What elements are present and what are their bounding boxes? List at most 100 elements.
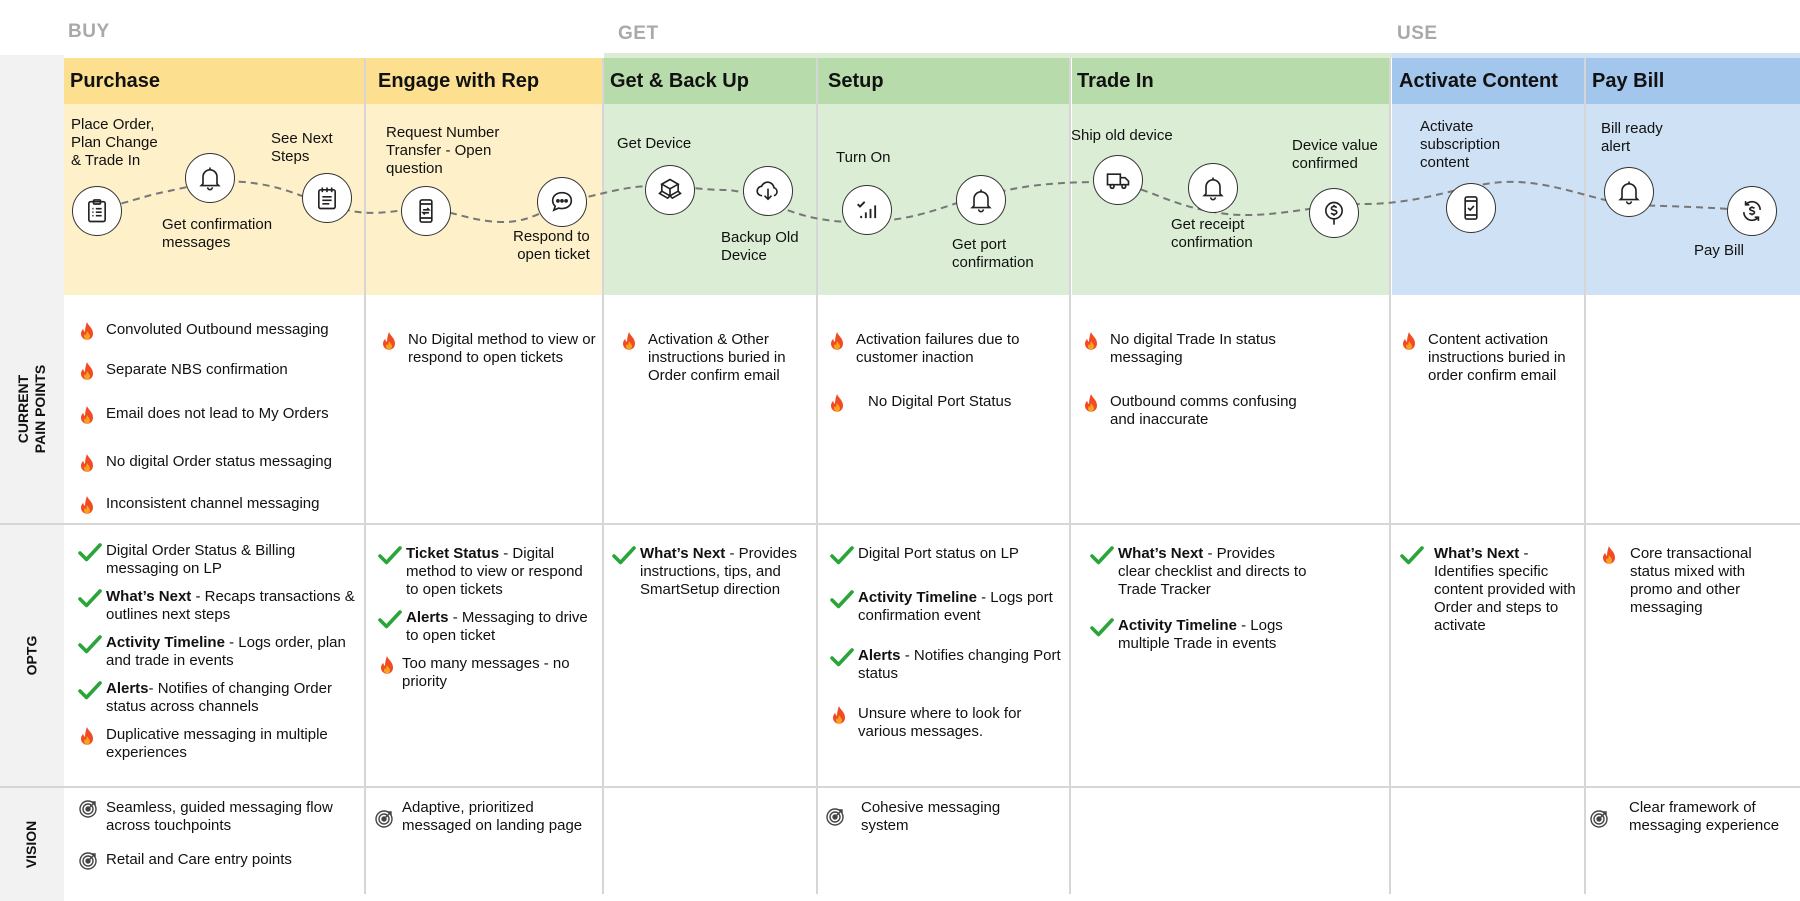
pain-item: No Digital Port Status — [828, 393, 1064, 415]
row-label-column — [0, 55, 64, 901]
open-box-icon — [645, 165, 695, 215]
pain-list-getbackup: Activation & Other instructions buried i… — [620, 331, 812, 385]
optg-item: Core transactional status mixed with pro… — [1600, 545, 1780, 617]
notepad-icon — [302, 173, 352, 223]
optg-item-text: - Recaps transactions & outlines next st… — [106, 588, 355, 623]
optg-item-text: - Provides clear checklist and directs t… — [1118, 545, 1307, 598]
row-divider — [0, 786, 1800, 788]
journey-respond-ticket: Respond to open ticket — [513, 228, 590, 263]
vision-item: Clear framework of messaging experience — [1589, 799, 1789, 835]
checkmark-icon — [830, 545, 858, 567]
pain-list-activate: Content activation instructions buried i… — [1400, 331, 1580, 385]
checkmark-icon — [830, 589, 858, 611]
vision-list-paybill: Clear framework of messaging experience — [1589, 799, 1789, 835]
use-phase-bar — [1392, 53, 1800, 58]
flame-icon — [1082, 331, 1110, 353]
journey-request-number: Request Number Transfer - Open question — [386, 124, 500, 177]
optg-item: What’s Next - Identifies specific conten… — [1400, 545, 1580, 635]
optg-item-text: - Digital method to view or respond to o… — [406, 545, 583, 598]
optg-item-bold: What’s Next — [106, 588, 192, 605]
optg-item: Alerts- Notifies of changing Order statu… — [78, 680, 360, 716]
col-divider — [364, 58, 366, 894]
optg-item-bold: What’s Next — [640, 545, 726, 562]
pain-item: No digital Trade In status messaging — [1082, 331, 1302, 367]
stage-activate: Activate Content — [1392, 58, 1584, 104]
optg-item: Duplicative messaging in multiple experi… — [78, 726, 360, 762]
row-label-pain-wrap: CURRENT PAIN POINTS — [0, 295, 64, 523]
optg-item-bold: Alerts — [106, 680, 149, 697]
optg-item-bold: Activity Timeline — [858, 589, 977, 606]
optg-item: Alerts - Notifies changing Port status — [830, 647, 1066, 683]
optg-item-text: Unsure where to look for various message… — [858, 705, 1022, 740]
optg-item: Activity Timeline - Logs multiple Trade … — [1090, 617, 1370, 653]
get-phase-bar — [604, 53, 1392, 58]
checkmark-icon — [1090, 545, 1118, 567]
journey-activate-sub: Activate subscription content — [1420, 118, 1501, 171]
optg-item: Too many messages - no priority — [378, 655, 598, 691]
journey-get-port: Get port confirmation — [952, 236, 1034, 271]
checkmark-icon — [78, 542, 106, 564]
row-label-optg-wrap: OPTG — [0, 525, 64, 785]
dollar-location-icon — [1309, 188, 1359, 238]
optg-item-bold: Activity Timeline — [106, 634, 225, 651]
pain-list-purchase: Convoluted Outbound messaging Separate N… — [78, 321, 358, 517]
phone-check-icon — [1446, 183, 1496, 233]
col-divider — [1389, 58, 1391, 894]
flame-icon — [78, 726, 106, 748]
flame-icon — [78, 321, 106, 343]
pain-item: Activation & Other instructions buried i… — [620, 331, 812, 385]
optg-item: Digital Order Status & Billing messaging… — [78, 542, 360, 578]
signal-check-icon — [842, 185, 892, 235]
pain-list-setup: Activation failures due to customer inac… — [828, 331, 1064, 415]
optg-item-bold: Activity Timeline — [1118, 617, 1237, 634]
target-icon — [78, 851, 106, 873]
checkmark-icon — [612, 545, 640, 567]
optg-item-text: - Logs order, plan and trade in events — [106, 634, 346, 669]
optg-item-text: Too many messages - no priority — [402, 655, 570, 690]
optg-item: Alerts - Messaging to drive to open tick… — [378, 609, 598, 645]
optg-item-text: Core transactional status mixed with pro… — [1630, 545, 1752, 616]
flame-icon — [1082, 393, 1110, 415]
flame-icon — [78, 405, 106, 427]
col-divider — [816, 58, 818, 894]
journey-backup-old: Backup Old Device — [721, 229, 799, 264]
journey-see-next-steps: See Next Steps — [271, 130, 333, 165]
phase-label-get: GET — [618, 23, 659, 44]
bell-icon — [185, 153, 235, 203]
journey-ship-old: Ship old device — [1071, 127, 1173, 144]
vision-item: Retail and Care entry points — [78, 851, 360, 873]
pain-list-tradein: No digital Trade In status messaging Out… — [1082, 331, 1302, 429]
checkmark-icon — [78, 680, 106, 702]
checkmark-icon — [1090, 617, 1118, 639]
stage-tradein: Trade In — [1072, 58, 1390, 104]
checkmark-icon — [1400, 545, 1434, 567]
bell-icon — [1604, 167, 1654, 217]
flame-icon — [620, 331, 648, 353]
optg-list-engage: Ticket Status - Digital method to view o… — [378, 545, 598, 691]
optg-item-text: Duplicative messaging in multiple experi… — [106, 726, 328, 761]
stage-engage: Engage with Rep — [366, 58, 604, 104]
cloud-download-icon — [743, 166, 793, 216]
pain-item: No digital Order status messaging — [78, 453, 358, 475]
optg-item-bold: Alerts — [858, 647, 901, 664]
flame-icon — [828, 331, 856, 353]
vision-list-setup: Cohesive messaging system — [825, 799, 1045, 835]
optg-item-text: - Logs multiple Trade in events — [1118, 617, 1283, 652]
optg-list-activate: What’s Next - Identifies specific conten… — [1400, 545, 1580, 635]
vision-item: Adaptive, prioritized messaged on landin… — [374, 799, 596, 835]
optg-item-bold: What’s Next — [1434, 545, 1520, 562]
optg-item: Unsure where to look for various message… — [830, 705, 1066, 741]
checkmark-icon — [830, 647, 858, 669]
pain-item: Outbound comms confusing and inaccurate — [1082, 393, 1302, 429]
col-divider — [1069, 58, 1071, 894]
pain-list-engage: No Digital method to view or respond to … — [380, 331, 596, 367]
optg-item: What’s Next - Provides clear checklist a… — [1090, 545, 1370, 599]
optg-item-text: - Notifies of changing Order status acro… — [106, 680, 332, 715]
journey-place-order: Place Order, Plan Change & Trade In — [71, 116, 158, 169]
dollar-refresh-icon — [1727, 186, 1777, 236]
col-divider — [602, 58, 604, 894]
flame-icon — [1400, 331, 1428, 353]
row-label-vision-wrap: VISION — [0, 788, 64, 901]
optg-list-tradein: What’s Next - Provides clear checklist a… — [1090, 545, 1370, 653]
journey-get-device: Get Device — [617, 135, 692, 152]
